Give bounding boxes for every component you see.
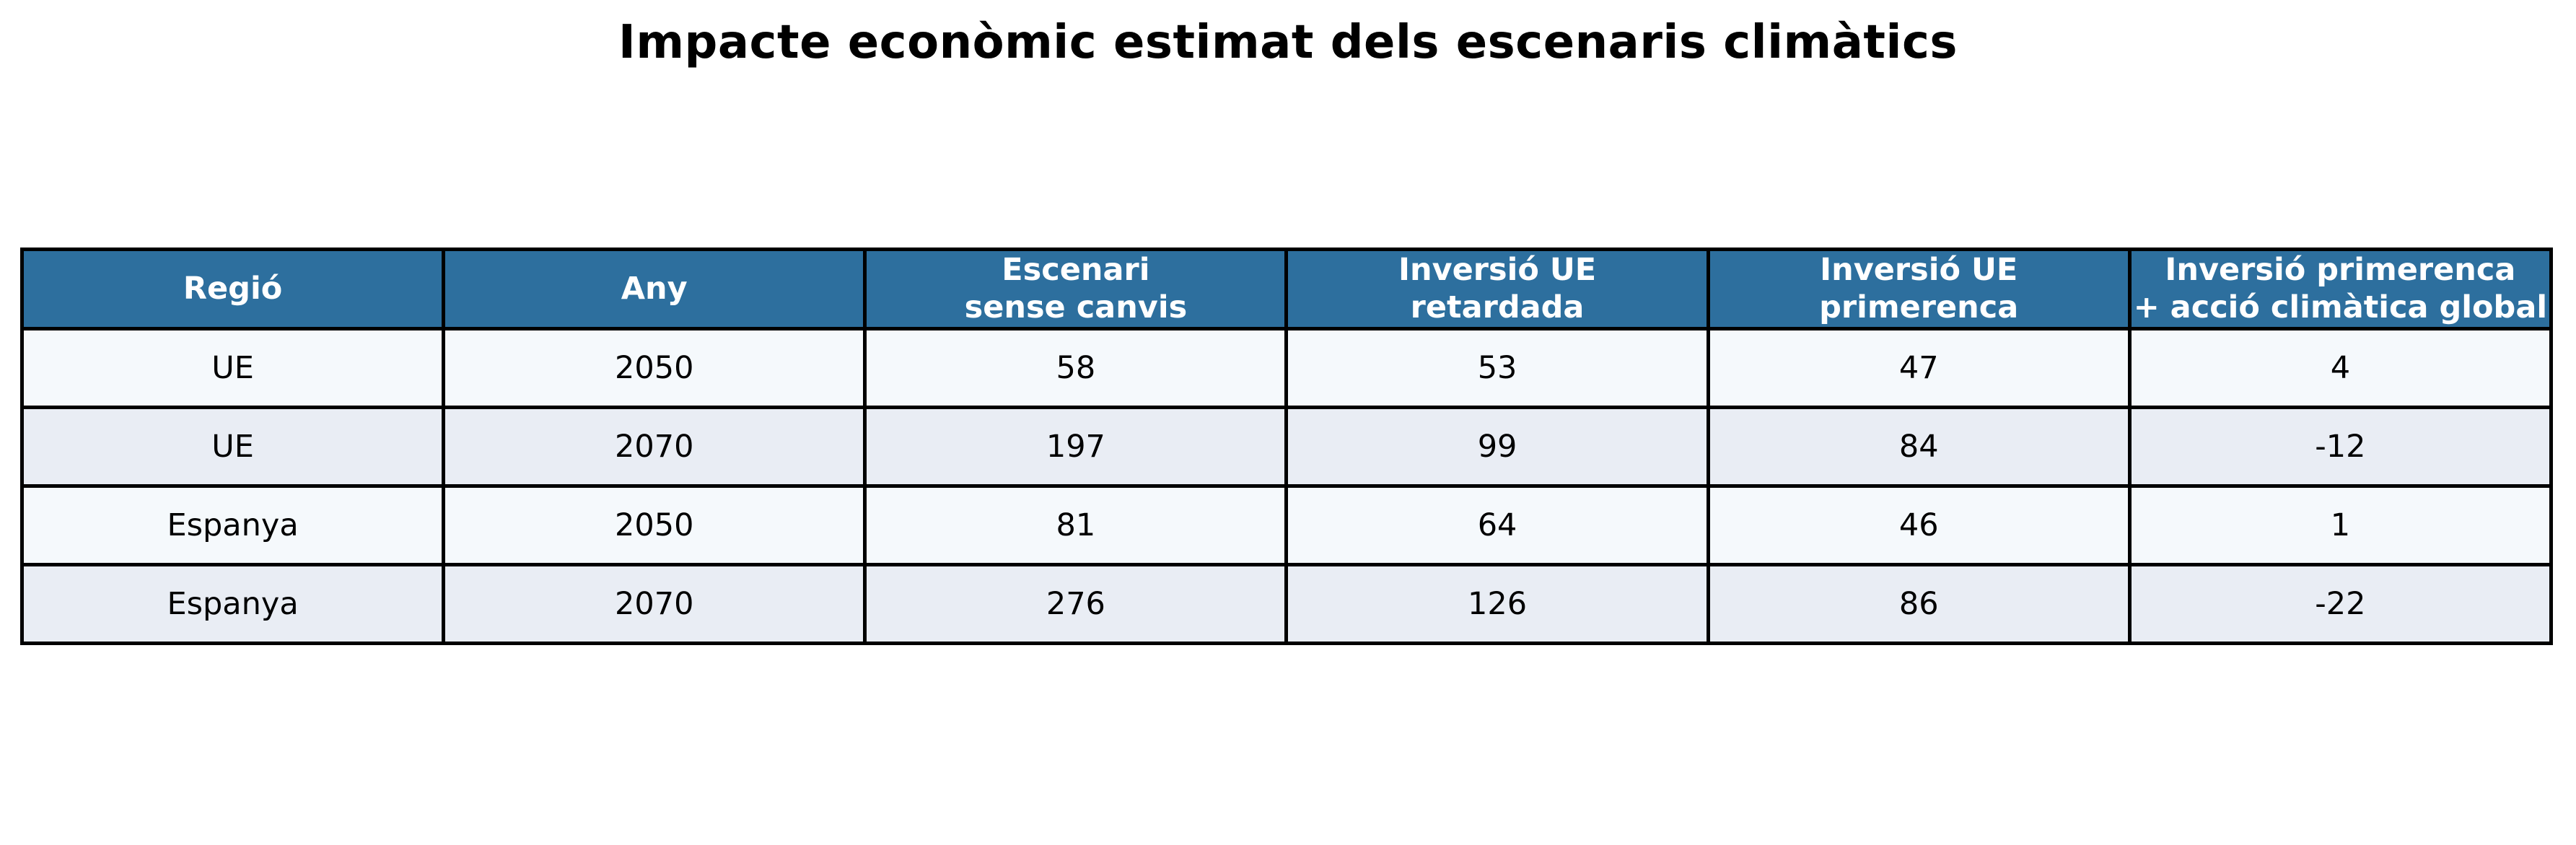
table-cell: 2050 bbox=[442, 483, 867, 566]
table-cell: 276 bbox=[863, 562, 1289, 645]
table-cell: 2070 bbox=[442, 562, 867, 645]
table-cell: 4 bbox=[2127, 326, 2554, 409]
table-cell: -22 bbox=[2127, 562, 2554, 645]
table-cell: 84 bbox=[1706, 405, 2132, 488]
table-cell: -12 bbox=[2127, 405, 2554, 488]
table-cell: 47 bbox=[1706, 326, 2132, 409]
table-cell: Espanya bbox=[19, 483, 446, 566]
table-cell: 99 bbox=[1284, 405, 1710, 488]
table-cell: UE bbox=[19, 326, 446, 409]
table-cell: 2050 bbox=[442, 326, 867, 409]
table-cell: 46 bbox=[1706, 483, 2132, 566]
table-row: UE 2050 58 53 47 4 bbox=[19, 326, 2554, 409]
climate-impact-table: Regió Any Escenari sense canvis Inversió UE… bbox=[19, 248, 2554, 645]
column-header-3: Inversió UE retardada bbox=[1284, 248, 1710, 330]
table-cell: 2070 bbox=[442, 405, 867, 488]
table-cell: 126 bbox=[1284, 562, 1710, 645]
table-row: Espanya 2070 276 126 86 -22 bbox=[19, 562, 2554, 645]
column-header-0: Regió bbox=[19, 248, 446, 330]
table-cell: 64 bbox=[1284, 483, 1710, 566]
table-row: UE 2070 197 99 84 -12 bbox=[19, 405, 2554, 488]
figure-title: Impacte econòmic estimat dels escenaris … bbox=[618, 16, 1958, 69]
table-cell: 1 bbox=[2127, 483, 2554, 566]
column-header-1: Any bbox=[442, 248, 867, 330]
table-cell: Espanya bbox=[19, 562, 446, 645]
column-header-4: Inversió UE primerenca bbox=[1706, 248, 2132, 330]
table-body: UE 2050 58 53 47 4 UE 2070 197 99 84 -12 Espanya 2050… bbox=[19, 326, 2554, 645]
table-cell: UE bbox=[19, 405, 446, 488]
table-row: Espanya 2050 81 64 46 1 bbox=[19, 483, 2554, 566]
column-header-2: Escenari sense canvis bbox=[863, 248, 1289, 330]
column-header-5: Inversió primerenca + acció climàtica gl… bbox=[2127, 248, 2554, 330]
table-cell: 58 bbox=[863, 326, 1289, 409]
table-cell: 197 bbox=[863, 405, 1289, 488]
table-header-row: Regió Any Escenari sense canvis Inversió UE… bbox=[19, 248, 2554, 330]
table-cell: 53 bbox=[1284, 326, 1710, 409]
table-header: Regió Any Escenari sense canvis Inversió UE… bbox=[19, 248, 2554, 330]
table-cell: 86 bbox=[1706, 562, 2132, 645]
table-cell: 81 bbox=[863, 483, 1289, 566]
